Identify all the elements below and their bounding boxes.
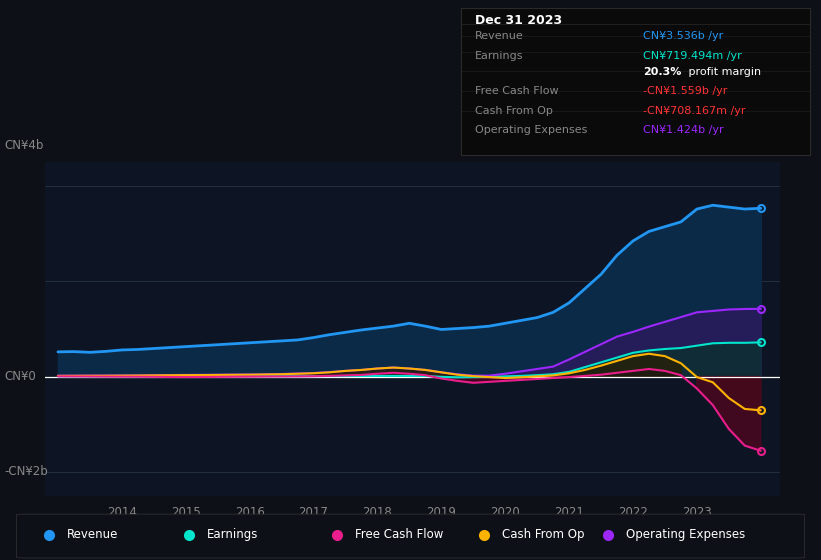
Text: Free Cash Flow: Free Cash Flow <box>355 528 443 542</box>
Text: 20.3%: 20.3% <box>643 67 681 77</box>
Text: Operating Expenses: Operating Expenses <box>626 528 745 542</box>
Text: Revenue: Revenue <box>67 528 119 542</box>
Text: CN¥0: CN¥0 <box>5 370 36 383</box>
Text: -CN¥2b: -CN¥2b <box>5 465 48 478</box>
Text: Revenue: Revenue <box>475 31 524 41</box>
Text: profit margin: profit margin <box>685 67 761 77</box>
Text: Cash From Op: Cash From Op <box>502 528 585 542</box>
Text: Earnings: Earnings <box>475 51 524 61</box>
Text: Dec 31 2023: Dec 31 2023 <box>475 13 562 27</box>
Text: Free Cash Flow: Free Cash Flow <box>475 86 559 96</box>
Text: Operating Expenses: Operating Expenses <box>475 125 588 135</box>
Text: -CN¥1.559b /yr: -CN¥1.559b /yr <box>643 86 727 96</box>
Text: CN¥1.424b /yr: CN¥1.424b /yr <box>643 125 723 135</box>
Text: CN¥3.536b /yr: CN¥3.536b /yr <box>643 31 723 41</box>
Text: Cash From Op: Cash From Op <box>475 106 553 116</box>
Text: -CN¥708.167m /yr: -CN¥708.167m /yr <box>643 106 745 116</box>
FancyBboxPatch shape <box>16 514 805 558</box>
Text: Earnings: Earnings <box>207 528 259 542</box>
Text: CN¥719.494m /yr: CN¥719.494m /yr <box>643 51 741 61</box>
Text: CN¥4b: CN¥4b <box>5 139 44 152</box>
